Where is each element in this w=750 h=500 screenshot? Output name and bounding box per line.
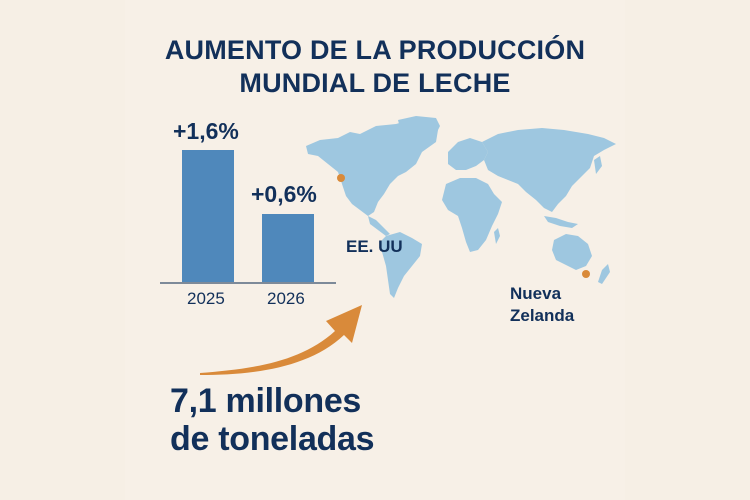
map-label-new-zealand: Nueva Zelanda bbox=[510, 283, 574, 327]
usa-location-dot bbox=[337, 174, 345, 182]
bar-2026 bbox=[262, 214, 314, 282]
north-america-shape bbox=[306, 120, 438, 216]
map-label-new-zealand-line-1: Nueva bbox=[510, 284, 562, 303]
new-zealand-location-dot bbox=[582, 270, 590, 278]
bar-value-2025: +1,6% bbox=[173, 118, 239, 144]
europe-shape bbox=[448, 138, 488, 170]
madagascar-shape bbox=[494, 228, 500, 244]
total-volume-line-2: de toneladas bbox=[170, 420, 375, 458]
map-label-usa: EE. UU bbox=[346, 237, 403, 256]
new-zealand-shape bbox=[598, 264, 610, 284]
title-line-2: MUNDIAL DE LECHE bbox=[239, 68, 511, 98]
chart-baseline bbox=[160, 282, 336, 284]
year-label-2025: 2025 bbox=[187, 289, 225, 308]
africa-shape bbox=[442, 178, 502, 252]
asia-shape bbox=[482, 128, 616, 212]
australia-shape bbox=[552, 234, 592, 270]
greenland-shape bbox=[398, 116, 440, 146]
indonesia-shape bbox=[544, 216, 578, 228]
bar-2025 bbox=[182, 150, 234, 282]
bar-value-2026: +0,6% bbox=[251, 181, 317, 207]
central-america-shape bbox=[368, 216, 390, 236]
total-volume-line-1: 7,1 millones bbox=[170, 382, 362, 420]
map-label-new-zealand-line-2: Zelanda bbox=[510, 306, 575, 325]
world-map bbox=[306, 116, 616, 298]
japan-shape bbox=[594, 156, 602, 174]
title-line-1: AUMENTO DE LA PRODUCCIÓN bbox=[164, 35, 586, 65]
page-title: AUMENTO DE LA PRODUCCIÓN MUNDIAL DE LECH… bbox=[125, 34, 625, 100]
year-label-2026: 2026 bbox=[267, 289, 305, 308]
growth-arrow-icon bbox=[200, 305, 362, 375]
south-america-shape bbox=[380, 232, 422, 298]
total-volume-highlight: 7,1 millones de toneladas bbox=[170, 382, 375, 458]
